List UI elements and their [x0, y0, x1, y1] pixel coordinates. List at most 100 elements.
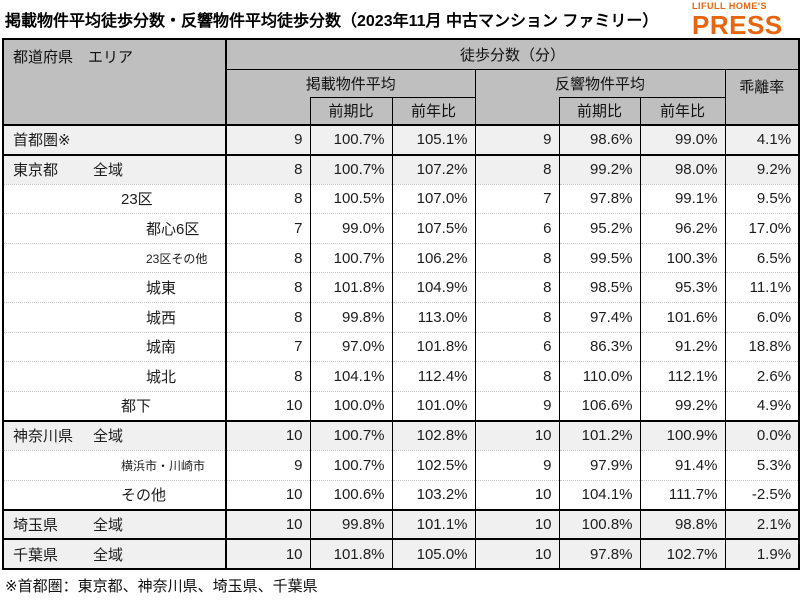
table-row: 千葉県 全域 10 101.8% 105.0% 10 97.8% 102.7% 1.9% [3, 538, 800, 569]
listed-prev-period-ratio: 100.7% [309, 242, 392, 273]
response-prev-period-ratio: 110.0% [558, 361, 640, 392]
listed-prev-period-ratio: 100.7% [309, 419, 392, 451]
listed-prev-year-ratio: 102.8% [391, 419, 475, 451]
table-row: 神奈川県 全域 10 100.7% 102.8% 10 101.2% 100.9% 0.0% [3, 419, 800, 451]
listed-average-group-header: 掲載物件平均 [225, 68, 476, 97]
listed-prev-year-ratio: 101.0% [391, 390, 475, 421]
prefecture-label: 東京都 [13, 162, 59, 180]
listed-prev-year-ratio: 105.1% [391, 124, 475, 155]
walk-minutes-group-header: 徒歩分数（分） [225, 38, 800, 70]
response-prev-period-ratio: 98.5% [558, 272, 640, 303]
response-prev-year-ratio: 91.2% [639, 331, 725, 362]
table-row: 都心6区 7 99.0% 107.5% 6 95.2% 96.2% 17.0% [3, 213, 800, 244]
table-row: 城西 8 99.8% 113.0% 8 97.4% 101.6% 6.0% [3, 302, 800, 333]
area-label: 都下 [121, 398, 152, 416]
deviation-rate: 2.6% [724, 361, 800, 392]
table-row: 城東 8 101.8% 104.9% 8 98.5% 95.3% 11.1% [3, 272, 800, 303]
listed-prev-year-ratio: 103.2% [391, 479, 475, 510]
response-minutes-blank-subheader [474, 97, 560, 126]
listed-prev-period-ratio: 99.0% [309, 213, 392, 244]
listed-avg-minutes: 8 [225, 183, 310, 214]
response-prev-year-header: 前年比 [639, 96, 726, 126]
response-prev-year-ratio: 99.0% [639, 124, 725, 155]
deviation-rate: 4.1% [724, 124, 800, 155]
response-prev-year-ratio: 98.0% [639, 153, 725, 185]
response-prev-period-ratio: 101.2% [558, 419, 640, 451]
response-prev-period-ratio: 86.3% [558, 331, 640, 362]
deviation-rate: 0.0% [724, 419, 800, 451]
response-prev-period-ratio: 97.8% [558, 183, 640, 214]
deviation-rate: -2.5% [724, 479, 800, 510]
row-label-cell: 城北 [3, 361, 226, 392]
response-avg-minutes: 10 [474, 419, 559, 451]
row-label-cell: 23区その他 [3, 242, 226, 273]
listed-prev-year-ratio: 105.0% [391, 538, 475, 569]
listed-prev-year-ratio: 101.1% [391, 508, 475, 540]
table-row: 23区その他 8 100.7% 106.2% 8 99.5% 100.3% 6.5% [3, 242, 800, 273]
prefecture-label: 千葉県 [13, 546, 59, 564]
response-prev-year-ratio: 111.7% [639, 479, 725, 510]
row-label-cell: 城東 [3, 272, 226, 303]
deviation-rate: 1.9% [724, 538, 800, 569]
response-prev-year-ratio: 101.6% [639, 302, 725, 333]
area-label: 横浜市・川崎市 [121, 458, 206, 473]
response-prev-year-ratio: 100.9% [639, 419, 725, 451]
listed-avg-minutes: 10 [225, 390, 310, 421]
table-row: 東京都 全域 8 100.7% 107.2% 8 99.2% 98.0% 9.2% [3, 153, 800, 185]
area-label: その他 [121, 487, 167, 505]
response-prev-period-ratio: 95.2% [558, 213, 640, 244]
response-avg-minutes: 6 [474, 331, 559, 362]
response-prev-period-ratio: 97.4% [558, 302, 640, 333]
walk-minutes-table: 都道府県 エリア 徒歩分数（分） 掲載物件平均 反響物件平均 乖離率 前期比 前… [2, 38, 800, 570]
listed-prev-period-ratio: 101.8% [309, 272, 392, 303]
listed-prev-period-ratio: 100.0% [309, 390, 392, 421]
area-label: 全域 [93, 546, 124, 564]
row-label-cell: 神奈川県 全域 [3, 419, 226, 451]
area-label: 23区その他 [146, 251, 208, 266]
listed-prev-year-ratio: 112.4% [391, 361, 475, 392]
response-avg-minutes: 9 [474, 450, 559, 481]
deviation-rate: 6.5% [724, 242, 800, 273]
response-prev-year-ratio: 91.4% [639, 450, 725, 481]
response-avg-minutes: 9 [474, 124, 559, 155]
logo-lifull-homes-text: LIFULL HOME'S [692, 1, 767, 11]
listed-avg-minutes: 10 [225, 538, 310, 569]
response-prev-period-header: 前期比 [558, 96, 641, 126]
row-label-cell: 東京都 全域 [3, 153, 226, 185]
listed-prev-period-ratio: 100.7% [309, 124, 392, 155]
table-row: 城北 8 104.1% 112.4% 8 110.0% 112.1% 2.6% [3, 361, 800, 392]
table-row: 23区 8 100.5% 107.0% 7 97.8% 99.1% 9.5% [3, 183, 800, 214]
response-prev-year-ratio: 112.1% [639, 361, 725, 392]
listed-minutes-blank-subheader [225, 97, 311, 126]
listed-prev-period-ratio: 101.8% [309, 538, 392, 569]
table-row: 城南 7 97.0% 101.8% 6 86.3% 91.2% 18.8% [3, 331, 800, 362]
listed-avg-minutes: 8 [225, 302, 310, 333]
table-row: 横浜市・川崎市 9 100.7% 102.5% 9 97.9% 91.4% 5.3% [3, 450, 800, 481]
corner-header-prefecture-area: 都道府県 エリア [2, 38, 227, 126]
listed-prev-period-ratio: 97.0% [309, 331, 392, 362]
row-label-cell: その他 [3, 479, 226, 510]
listed-prev-year-header: 前年比 [391, 96, 476, 126]
row-label-cell: 城西 [3, 302, 226, 333]
table-row: その他 10 100.6% 103.2% 10 104.1% 111.7% -2.5% [3, 479, 800, 510]
row-label-cell: 都心6区 [3, 213, 226, 244]
area-label: 全域 [93, 428, 124, 446]
listed-avg-minutes: 8 [225, 153, 310, 185]
listed-avg-minutes: 7 [225, 331, 310, 362]
listed-prev-year-ratio: 113.0% [391, 302, 475, 333]
response-avg-minutes: 9 [474, 390, 559, 421]
listed-prev-period-ratio: 100.7% [309, 153, 392, 185]
listed-prev-year-ratio: 107.5% [391, 213, 475, 244]
area-label: 城北 [146, 369, 177, 387]
response-prev-period-ratio: 99.5% [558, 242, 640, 273]
listed-prev-period-ratio: 100.5% [309, 183, 392, 214]
listed-avg-minutes: 9 [225, 450, 310, 481]
listed-avg-minutes: 9 [225, 124, 310, 155]
deviation-rate: 18.8% [724, 331, 800, 362]
response-prev-year-ratio: 102.7% [639, 538, 725, 569]
listed-avg-minutes: 7 [225, 213, 310, 244]
response-avg-minutes: 6 [474, 213, 559, 244]
page-title: 掲載物件平均徒歩分数・反響物件平均徒歩分数（2023年11月 中古マンション フ… [5, 13, 659, 30]
response-prev-period-ratio: 97.8% [558, 538, 640, 569]
response-prev-period-ratio: 104.1% [558, 479, 640, 510]
